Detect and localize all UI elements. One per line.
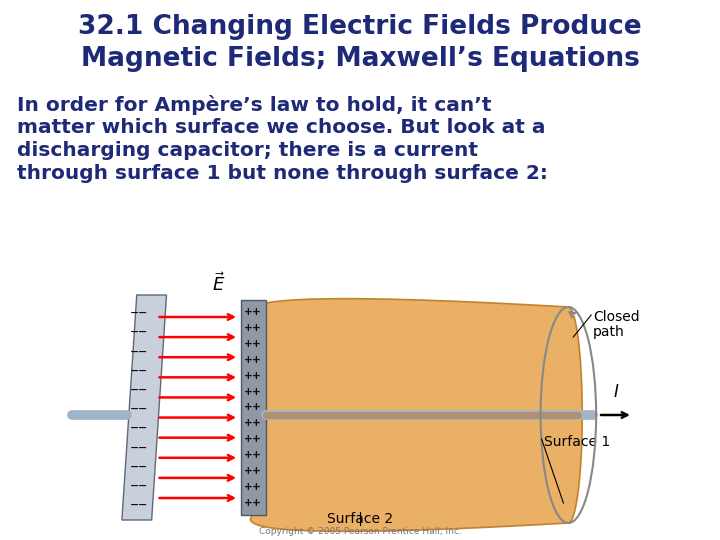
Text: −: − (138, 423, 148, 433)
Text: +: + (243, 387, 252, 396)
Text: −: − (138, 346, 148, 356)
Text: −: − (138, 462, 148, 471)
Text: +: + (251, 482, 260, 492)
Text: −: − (130, 500, 140, 510)
Text: +: + (243, 482, 252, 492)
Text: 32.1 Changing Electric Fields Produce: 32.1 Changing Electric Fields Produce (78, 14, 642, 40)
Text: −: − (138, 327, 148, 337)
Text: Closed: Closed (593, 310, 640, 324)
Polygon shape (241, 300, 266, 515)
Text: −: − (130, 385, 140, 395)
Text: Surface 1: Surface 1 (544, 435, 610, 449)
Text: +: + (243, 402, 252, 413)
Text: +: + (251, 307, 260, 317)
Text: +: + (243, 307, 252, 317)
Text: −: − (138, 308, 148, 318)
Text: −: − (138, 404, 148, 414)
Text: +: + (251, 498, 260, 508)
Text: +: + (251, 450, 260, 460)
Text: −: − (130, 327, 140, 337)
Text: +: + (243, 370, 252, 381)
Text: −: − (130, 442, 140, 453)
Text: −: − (138, 442, 148, 453)
Text: +: + (243, 466, 252, 476)
Text: −: − (130, 462, 140, 471)
Text: −: − (130, 481, 140, 491)
Text: +: + (251, 323, 260, 333)
Text: +: + (243, 355, 252, 365)
Polygon shape (251, 299, 582, 531)
Text: −: − (130, 404, 140, 414)
Text: discharging capacitor; there is a current: discharging capacitor; there is a curren… (17, 141, 477, 160)
Text: +: + (243, 498, 252, 508)
Text: Copyright © 2005 Pearson Prentice Hall, Inc.: Copyright © 2005 Pearson Prentice Hall, … (258, 527, 462, 536)
Text: +: + (243, 339, 252, 349)
Text: +: + (243, 418, 252, 428)
Text: −: − (138, 481, 148, 491)
Text: path: path (593, 325, 625, 339)
Text: +: + (243, 434, 252, 444)
Text: $\vec{E}$: $\vec{E}$ (212, 272, 226, 295)
Text: Magnetic Fields; Maxwell’s Equations: Magnetic Fields; Maxwell’s Equations (81, 46, 639, 72)
Text: +: + (251, 339, 260, 349)
Text: +: + (251, 402, 260, 413)
Text: +: + (251, 355, 260, 365)
Text: −: − (130, 308, 140, 318)
Text: through surface 1 but none through surface 2:: through surface 1 but none through surfa… (17, 164, 548, 183)
Text: In order for Ampère’s law to hold, it can’t: In order for Ampère’s law to hold, it ca… (17, 95, 491, 115)
Text: +: + (243, 323, 252, 333)
Text: −: − (138, 385, 148, 395)
Text: +: + (251, 387, 260, 396)
Text: +: + (243, 450, 252, 460)
Text: $I$: $I$ (613, 383, 619, 401)
Text: matter which surface we choose. But look at a: matter which surface we choose. But look… (17, 118, 545, 137)
Text: Surface 2: Surface 2 (327, 512, 393, 526)
Text: −: − (130, 423, 140, 433)
Text: +: + (251, 418, 260, 428)
Polygon shape (122, 295, 166, 520)
Text: +: + (251, 466, 260, 476)
Text: −: − (130, 346, 140, 356)
Text: −: − (138, 500, 148, 510)
Text: +: + (251, 434, 260, 444)
Text: +: + (251, 370, 260, 381)
Text: −: − (130, 366, 140, 376)
Text: −: − (138, 366, 148, 376)
